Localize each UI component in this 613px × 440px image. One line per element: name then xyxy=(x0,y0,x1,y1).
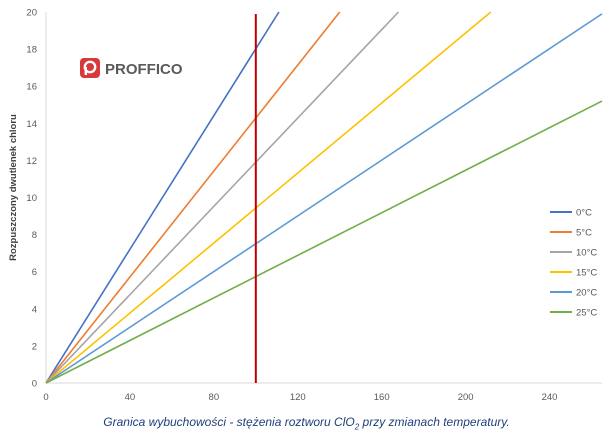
y-tick-label: 8 xyxy=(32,230,37,241)
y-tick-label: 4 xyxy=(32,304,37,315)
axes xyxy=(45,12,602,384)
y-tick-label: 2 xyxy=(32,341,37,352)
x-tick-label: 160 xyxy=(374,392,390,403)
legend-label: 15°C xyxy=(576,268,597,279)
caption-text-start: Granica wybuchowości - stężenia roztworu… xyxy=(103,415,355,429)
caption-text-end: przy zmianach temperatury. xyxy=(359,415,510,429)
legend-label: 0°C xyxy=(576,208,592,219)
series-lines xyxy=(45,11,603,384)
series-line xyxy=(45,11,280,384)
series-line xyxy=(45,11,341,384)
series-line xyxy=(45,13,603,384)
x-tick-label: 200 xyxy=(458,392,474,403)
legend-label: 10°C xyxy=(576,248,597,259)
series-line xyxy=(45,11,400,384)
legend-label: 5°C xyxy=(576,228,592,239)
y-tick-label: 18 xyxy=(26,45,37,56)
x-tick-label: 0 xyxy=(43,392,48,403)
y-tick-label: 20 xyxy=(26,8,37,19)
line-chart: 0 2 4 6 8 10 12 14 16 18 20 0 40 80 120 160 200 240 Rozp… xyxy=(8,8,603,403)
proffico-logo: PROFFICO xyxy=(80,58,183,78)
x-tick-label: 80 xyxy=(209,392,220,403)
x-tick-label: 40 xyxy=(125,392,136,403)
y-tick-label: 10 xyxy=(26,193,37,204)
legend-label: 20°C xyxy=(576,288,597,299)
figure-caption: Granica wybuchowości - stężenia roztworu… xyxy=(0,415,613,431)
legend-label: 25°C xyxy=(576,308,597,319)
series-line xyxy=(45,11,492,384)
y-tick-label: 14 xyxy=(26,119,37,130)
logo-text: PROFFICO xyxy=(105,61,183,78)
legend: 0°C 5°C 10°C 15°C 20°C 25°C xyxy=(550,208,597,319)
y-tick-label: 12 xyxy=(26,156,37,167)
series-line xyxy=(45,100,603,384)
y-axis-title: Rozpuszczony dwutlenek chloru xyxy=(8,114,19,261)
y-tick-labels: 0 2 4 6 8 10 12 14 16 18 20 xyxy=(26,8,37,390)
x-tick-label: 120 xyxy=(290,392,306,403)
x-tick-labels: 0 40 80 120 160 200 240 xyxy=(43,392,557,403)
x-tick-label: 240 xyxy=(542,392,558,403)
y-tick-label: 6 xyxy=(32,267,37,278)
caption-subscript: 2 xyxy=(354,422,360,432)
y-tick-label: 16 xyxy=(26,82,37,93)
y-tick-label: 0 xyxy=(32,379,37,390)
